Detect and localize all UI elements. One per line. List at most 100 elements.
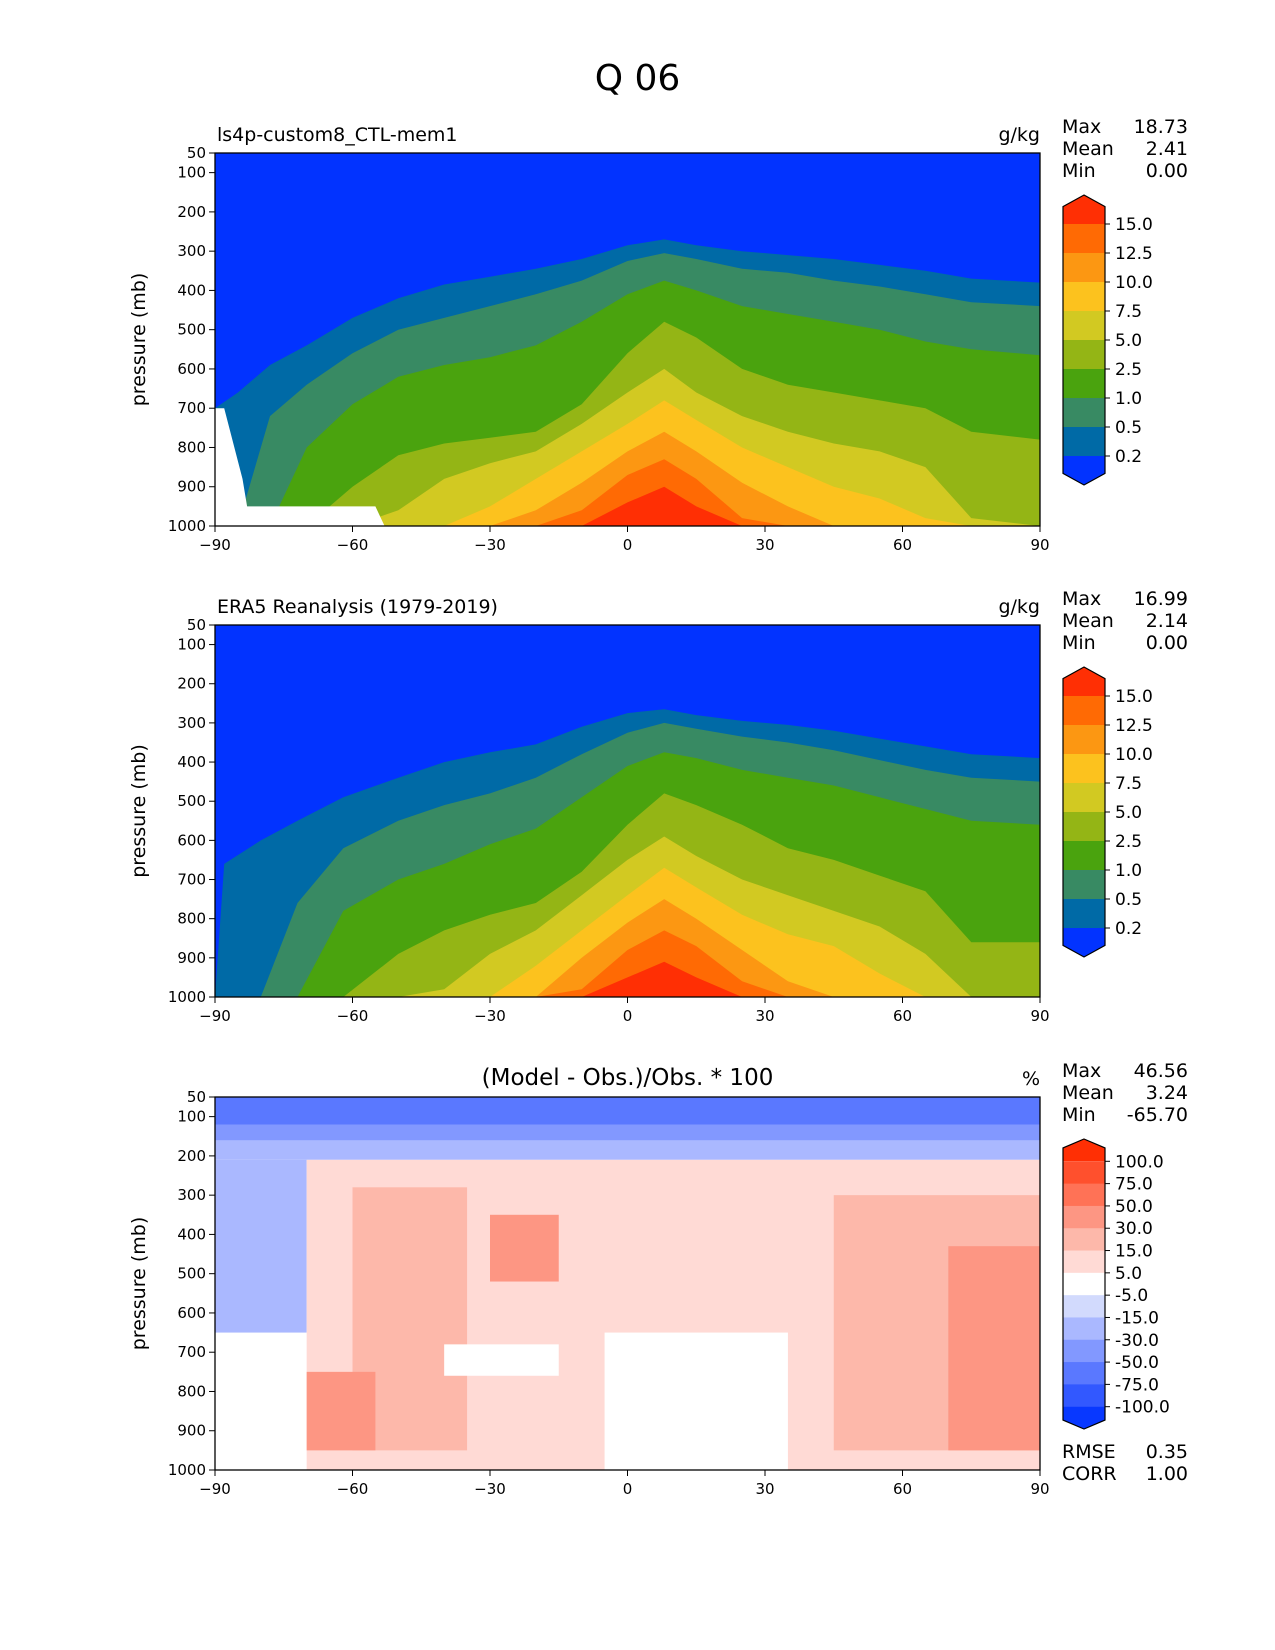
x-tick-label: 30	[755, 1007, 774, 1025]
stat-label: CORR	[1062, 1463, 1117, 1485]
x-tick-label: −90	[199, 1007, 231, 1025]
stat-label: Mean	[1062, 610, 1114, 632]
x-tick-label: −30	[474, 1007, 506, 1025]
colorbar-label: 12.5	[1115, 716, 1153, 736]
y-tick-label: 600	[177, 1304, 206, 1322]
x-tick-label: 90	[1030, 1480, 1049, 1498]
colorbar-segment	[1063, 841, 1105, 871]
colorbar-segment	[1063, 783, 1105, 813]
y-tick-label: 100	[177, 1108, 206, 1126]
missing-data-mask	[215, 408, 385, 526]
stat-label: Mean	[1062, 1082, 1114, 1104]
colorbar-label: -5.0	[1115, 1286, 1148, 1306]
contour-band	[215, 486, 1040, 526]
stat-label: RMSE	[1062, 1441, 1116, 1463]
y-tick-label: 400	[177, 281, 206, 299]
colorbar-segment	[1063, 224, 1105, 254]
y-tick-label: 200	[177, 1147, 206, 1165]
panel-title: ERA5 Reanalysis (1979-2019)	[217, 596, 498, 618]
x-tick-label: 60	[893, 536, 912, 554]
panel-1: −90 −60 −30 0 30 60 90 50 100 200 300 400 500 600 700 8…	[128, 116, 1188, 554]
y-tick-label: 800	[177, 910, 206, 928]
contour-band	[215, 899, 1040, 997]
colorbar-segment	[1063, 1139, 1105, 1162]
y-tick-label: 300	[177, 1186, 206, 1204]
figure-title: Q 06	[594, 58, 681, 99]
colorbar-label: -100.0	[1115, 1398, 1170, 1418]
contour-band	[215, 1159, 307, 1333]
colorbar-label: 0.2	[1115, 919, 1142, 939]
colorbar-segment	[1063, 754, 1105, 784]
colorbar-label: 10.0	[1115, 745, 1153, 765]
stat-value: 0.35	[1146, 1441, 1188, 1463]
y-tick-label: 900	[177, 949, 206, 967]
y-axis-label: pressure (mb)	[128, 273, 150, 407]
colorbar-segment	[1063, 899, 1105, 929]
contour-band	[490, 1214, 559, 1282]
x-tick-label: −60	[337, 1007, 369, 1025]
missing-data-mask	[215, 1352, 261, 1470]
x-tick-label: −30	[474, 1480, 506, 1498]
colorbar-label: 75.0	[1115, 1175, 1153, 1195]
colorbar-label: 2.5	[1115, 360, 1142, 380]
stat-label: Max	[1062, 1060, 1101, 1082]
colorbar-segment	[1063, 696, 1105, 726]
x-tick-label: 90	[1030, 536, 1049, 554]
colorbar-label: 7.5	[1115, 774, 1142, 794]
y-tick-label: 600	[177, 360, 206, 378]
stat-label: Mean	[1062, 138, 1114, 160]
y-tick-label: 50	[187, 1088, 206, 1106]
contour-band	[948, 1246, 1040, 1451]
x-tick-label: −60	[337, 1480, 369, 1498]
stat-value: 16.99	[1134, 588, 1188, 610]
stat-label: Min	[1062, 160, 1096, 182]
colorbar-segment	[1063, 812, 1105, 842]
colorbar-segment	[1063, 340, 1105, 370]
colorbar-label: 0.2	[1115, 447, 1142, 467]
y-tick-label: 50	[187, 144, 206, 162]
panel-2: −90 −60 −30 0 30 60 90 50 100 200 300 400 500 600 700 8…	[128, 588, 1188, 1025]
colorbar-segment	[1063, 1362, 1105, 1385]
stat-label: Min	[1062, 1104, 1096, 1126]
colorbar-label: 12.5	[1115, 244, 1153, 264]
y-tick-label: 300	[177, 714, 206, 732]
contour-band	[215, 930, 1040, 997]
contour-band	[306, 1371, 376, 1451]
colorbar-segment	[1063, 369, 1105, 399]
y-tick-label: 800	[177, 1382, 206, 1400]
colorbar: -100.0 -75.0-50.0-30.0 -15.0-5.05.015.0 30.…	[1062, 1138, 1170, 1430]
colorbar-segment	[1063, 1384, 1105, 1408]
colorbar-segment	[1063, 1406, 1105, 1429]
colorbar: 0.2 0.5 1.0 2.5 5.0 7.5 10.0 12.5 15.0	[1062, 194, 1153, 486]
units-label: g/kg	[998, 124, 1040, 146]
y-tick-label: 50	[187, 616, 206, 634]
x-tick-label: −30	[474, 536, 506, 554]
x-tick-label: 60	[893, 1007, 912, 1025]
y-tick-label: 300	[177, 242, 206, 260]
y-tick-label: 600	[177, 831, 206, 849]
colorbar-label: 0.5	[1115, 890, 1142, 910]
colorbar-outline	[1062, 194, 1106, 486]
colorbar-outline	[1062, 1138, 1106, 1430]
panel-3: −90 −60 −30 0 30 60 90 50 100 200 300 400 500 600 700 8…	[128, 1060, 1188, 1498]
x-tick-label: 90	[1030, 1007, 1049, 1025]
stat-value: 2.14	[1146, 610, 1188, 632]
colorbar-label: -75.0	[1115, 1375, 1159, 1395]
colorbar: 0.2 0.5 1.0 2.5 5.0 7.5 10.0 12.5 15.0	[1062, 666, 1153, 958]
panel-title: (Model - Obs.)/Obs. * 100	[482, 1065, 774, 1091]
colorbar-segment	[1063, 928, 1105, 957]
colorbar-label: 15.0	[1115, 215, 1153, 235]
y-tick-label: 1000	[168, 1461, 206, 1479]
y-tick-label: 700	[177, 399, 206, 417]
colorbar-segment	[1063, 1161, 1105, 1185]
colorbar-segment	[1063, 195, 1105, 224]
contour-band	[215, 459, 1040, 526]
y-tick-label: 500	[177, 321, 206, 339]
colorbar-segment	[1063, 398, 1105, 428]
colorbar-segment	[1063, 725, 1105, 755]
colorbar-label: 10.0	[1115, 273, 1153, 293]
y-tick-label: 400	[177, 753, 206, 771]
contour-band	[604, 1332, 788, 1470]
colorbar-segment	[1063, 1295, 1105, 1318]
